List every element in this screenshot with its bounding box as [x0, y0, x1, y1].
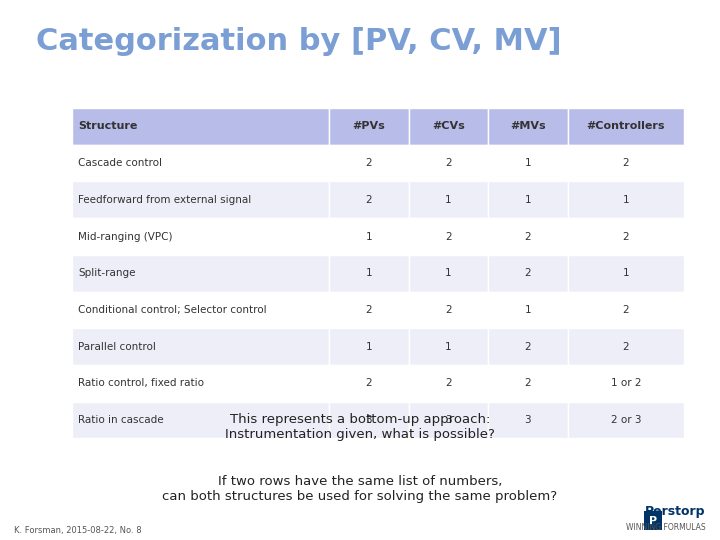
FancyBboxPatch shape	[409, 181, 488, 218]
Text: 1: 1	[445, 195, 451, 205]
FancyBboxPatch shape	[329, 402, 409, 438]
FancyBboxPatch shape	[568, 218, 684, 255]
FancyBboxPatch shape	[329, 145, 409, 181]
FancyBboxPatch shape	[409, 145, 488, 181]
Text: 2: 2	[445, 158, 451, 168]
FancyBboxPatch shape	[488, 181, 568, 218]
FancyBboxPatch shape	[409, 365, 488, 402]
Text: Categorization by [PV, CV, MV]: Categorization by [PV, CV, MV]	[36, 27, 562, 56]
FancyBboxPatch shape	[329, 181, 409, 218]
FancyBboxPatch shape	[568, 328, 684, 365]
Text: 2 or 3: 2 or 3	[611, 415, 641, 425]
Text: 1: 1	[525, 158, 531, 168]
Text: 1: 1	[366, 342, 372, 352]
Text: 2: 2	[525, 268, 531, 278]
FancyBboxPatch shape	[568, 365, 684, 402]
FancyBboxPatch shape	[72, 145, 329, 181]
FancyBboxPatch shape	[329, 108, 409, 145]
Text: 3: 3	[445, 415, 451, 425]
Text: 2: 2	[623, 158, 629, 168]
FancyBboxPatch shape	[72, 328, 329, 365]
Text: 2: 2	[445, 305, 451, 315]
FancyBboxPatch shape	[329, 328, 409, 365]
Text: 2: 2	[623, 342, 629, 352]
FancyBboxPatch shape	[568, 292, 684, 328]
Text: 2: 2	[445, 379, 451, 388]
FancyBboxPatch shape	[329, 365, 409, 402]
FancyBboxPatch shape	[409, 292, 488, 328]
Text: 2: 2	[366, 379, 372, 388]
Text: 2: 2	[623, 305, 629, 315]
Text: 3: 3	[366, 415, 372, 425]
FancyBboxPatch shape	[72, 365, 329, 402]
Text: Structure: Structure	[78, 122, 138, 131]
FancyBboxPatch shape	[329, 218, 409, 255]
Text: 3: 3	[525, 415, 531, 425]
Text: 1: 1	[623, 195, 629, 205]
FancyBboxPatch shape	[644, 511, 662, 530]
FancyBboxPatch shape	[72, 181, 329, 218]
Text: If two rows have the same list of numbers,
can both structures be used for solvi: If two rows have the same list of number…	[163, 475, 557, 503]
FancyBboxPatch shape	[488, 328, 568, 365]
Text: Perstorp: Perstorp	[645, 505, 706, 518]
Text: Conditional control; Selector control: Conditional control; Selector control	[78, 305, 266, 315]
FancyBboxPatch shape	[568, 255, 684, 292]
Text: #Controllers: #Controllers	[587, 122, 665, 131]
FancyBboxPatch shape	[329, 255, 409, 292]
FancyBboxPatch shape	[488, 402, 568, 438]
FancyBboxPatch shape	[72, 402, 329, 438]
FancyBboxPatch shape	[568, 108, 684, 145]
Text: Cascade control: Cascade control	[78, 158, 162, 168]
Text: WINNING FORMULAS: WINNING FORMULAS	[626, 523, 706, 532]
Text: Mid-ranging (VPC): Mid-ranging (VPC)	[78, 232, 173, 241]
Text: 1: 1	[366, 268, 372, 278]
FancyBboxPatch shape	[72, 218, 329, 255]
FancyBboxPatch shape	[568, 181, 684, 218]
FancyBboxPatch shape	[488, 255, 568, 292]
FancyBboxPatch shape	[72, 108, 329, 145]
FancyBboxPatch shape	[488, 108, 568, 145]
Text: #PVs: #PVs	[353, 122, 385, 131]
FancyBboxPatch shape	[409, 218, 488, 255]
Text: 2: 2	[366, 195, 372, 205]
Text: 2: 2	[525, 379, 531, 388]
Text: 1: 1	[623, 268, 629, 278]
Text: Feedforward from external signal: Feedforward from external signal	[78, 195, 251, 205]
Text: 2: 2	[366, 158, 372, 168]
Text: This represents a bottom-up approach:
Instrumentation given, what is possible?: This represents a bottom-up approach: In…	[225, 413, 495, 441]
FancyBboxPatch shape	[409, 255, 488, 292]
FancyBboxPatch shape	[568, 145, 684, 181]
Text: 2: 2	[445, 232, 451, 241]
Text: 2: 2	[525, 342, 531, 352]
FancyBboxPatch shape	[568, 402, 684, 438]
FancyBboxPatch shape	[409, 328, 488, 365]
Text: 1: 1	[445, 268, 451, 278]
Text: #CVs: #CVs	[432, 122, 464, 131]
Text: 1: 1	[525, 195, 531, 205]
Text: K. Forsman, 2015-08-22, No. 8: K. Forsman, 2015-08-22, No. 8	[14, 525, 142, 535]
Text: 2: 2	[366, 305, 372, 315]
Text: 2: 2	[525, 232, 531, 241]
FancyBboxPatch shape	[409, 402, 488, 438]
Text: P: P	[649, 516, 657, 526]
Text: 1 or 2: 1 or 2	[611, 379, 641, 388]
Text: 1: 1	[445, 342, 451, 352]
Text: 2: 2	[623, 232, 629, 241]
FancyBboxPatch shape	[488, 365, 568, 402]
Text: 1: 1	[366, 232, 372, 241]
FancyBboxPatch shape	[72, 255, 329, 292]
FancyBboxPatch shape	[72, 292, 329, 328]
Text: #MVs: #MVs	[510, 122, 546, 131]
Text: Split-range: Split-range	[78, 268, 135, 278]
FancyBboxPatch shape	[488, 145, 568, 181]
FancyBboxPatch shape	[488, 292, 568, 328]
FancyBboxPatch shape	[409, 108, 488, 145]
Text: Ratio in cascade: Ratio in cascade	[78, 415, 163, 425]
FancyBboxPatch shape	[329, 292, 409, 328]
Text: 1: 1	[525, 305, 531, 315]
FancyBboxPatch shape	[488, 218, 568, 255]
Text: Ratio control, fixed ratio: Ratio control, fixed ratio	[78, 379, 204, 388]
Text: Parallel control: Parallel control	[78, 342, 156, 352]
